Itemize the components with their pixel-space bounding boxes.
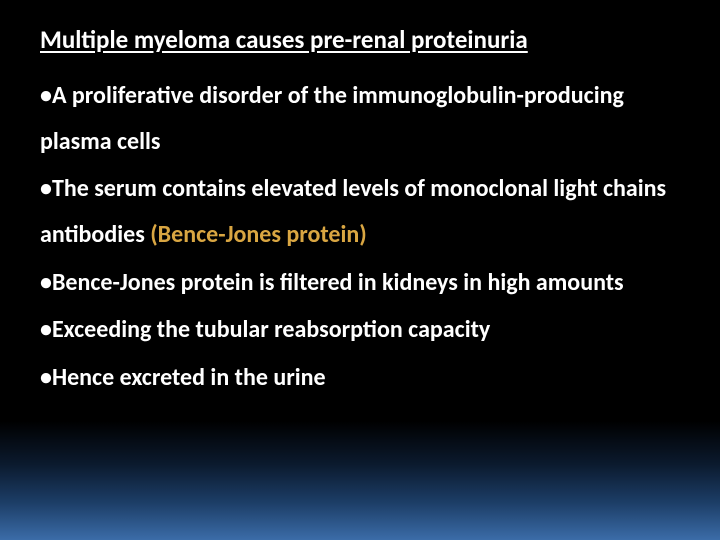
bullet-prefix: •	[40, 268, 52, 297]
bullet-text: A proliferative disorder of the immunogl…	[40, 81, 624, 156]
slide-title: Multiple myeloma causes pre-renal protei…	[40, 24, 684, 55]
bullet-item: •A proliferative disorder of the immunog…	[40, 73, 684, 164]
bullet-prefix: •	[40, 363, 52, 392]
bullet-text: Bence-Jones protein is filtered in kidne…	[52, 268, 624, 297]
bullet-text: Hence excreted in the urine	[52, 363, 326, 392]
bullet-prefix: •	[40, 174, 52, 203]
bullet-item: •The serum contains elevated levels of m…	[40, 166, 684, 257]
bullet-item: •Exceeding the tubular reabsorption capa…	[40, 307, 684, 353]
bullet-text: Exceeding the tubular reabsorption capac…	[52, 315, 490, 344]
bullet-prefix: •	[40, 81, 52, 110]
bullet-prefix: •	[40, 315, 52, 344]
bullet-highlight: (Bence-Jones protein)	[150, 220, 367, 249]
bullet-list: •A proliferative disorder of the immunog…	[40, 73, 684, 400]
bullet-item: •Hence excreted in the urine	[40, 355, 684, 401]
bullet-item: •Bence-Jones protein is filtered in kidn…	[40, 260, 684, 306]
slide: Multiple myeloma causes pre-renal protei…	[0, 0, 720, 540]
